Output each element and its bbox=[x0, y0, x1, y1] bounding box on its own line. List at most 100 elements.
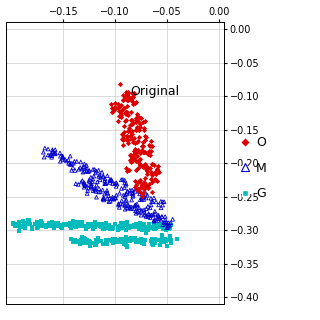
Point bbox=[63, 223, 68, 228]
Point bbox=[134, 112, 140, 117]
Point bbox=[124, 134, 130, 139]
Point bbox=[118, 81, 123, 86]
Point bbox=[69, 161, 74, 166]
Point bbox=[155, 238, 160, 243]
Point bbox=[45, 147, 51, 152]
Point bbox=[151, 221, 156, 226]
Point bbox=[126, 93, 131, 98]
Point bbox=[142, 150, 147, 155]
Point bbox=[153, 236, 158, 242]
Point bbox=[27, 221, 32, 226]
Point bbox=[138, 179, 143, 184]
Point bbox=[94, 182, 99, 188]
Point bbox=[141, 185, 147, 190]
Point bbox=[136, 205, 141, 210]
Point bbox=[141, 125, 147, 131]
Point bbox=[45, 224, 50, 229]
Point bbox=[142, 184, 148, 189]
Point bbox=[158, 225, 164, 230]
Point bbox=[79, 221, 84, 226]
Point bbox=[37, 223, 43, 228]
Point bbox=[108, 237, 113, 242]
Point bbox=[125, 113, 130, 118]
Point bbox=[103, 238, 108, 243]
Point bbox=[160, 199, 165, 204]
Point bbox=[84, 191, 90, 196]
Point bbox=[109, 238, 115, 243]
Point bbox=[129, 121, 134, 126]
Point bbox=[167, 225, 172, 230]
Point bbox=[129, 159, 134, 164]
Point bbox=[133, 116, 139, 121]
Point bbox=[139, 196, 144, 201]
Point bbox=[140, 164, 145, 169]
Point bbox=[168, 240, 173, 245]
Point bbox=[106, 199, 111, 204]
Point bbox=[161, 239, 166, 244]
Point bbox=[82, 182, 87, 187]
Point bbox=[82, 161, 87, 166]
Point bbox=[154, 225, 159, 230]
Point bbox=[145, 214, 150, 220]
Point bbox=[118, 223, 123, 228]
Point bbox=[137, 128, 142, 133]
Point bbox=[136, 138, 141, 143]
Point bbox=[50, 222, 55, 228]
Point bbox=[114, 180, 119, 185]
Point bbox=[164, 225, 169, 230]
Point bbox=[17, 220, 22, 226]
Point bbox=[149, 161, 154, 166]
Point bbox=[60, 154, 65, 159]
Point bbox=[129, 197, 134, 203]
Point bbox=[151, 238, 156, 243]
Point bbox=[87, 168, 92, 173]
Point bbox=[100, 241, 105, 246]
Point bbox=[119, 177, 124, 182]
Point bbox=[39, 221, 44, 226]
Point bbox=[159, 238, 164, 244]
Point bbox=[140, 119, 145, 124]
Point bbox=[135, 148, 140, 153]
Point bbox=[60, 154, 65, 159]
Point bbox=[121, 97, 126, 102]
Point bbox=[147, 152, 152, 157]
Point bbox=[132, 203, 137, 208]
Point bbox=[141, 193, 146, 198]
Point bbox=[132, 156, 137, 161]
Point bbox=[20, 218, 25, 223]
Point bbox=[108, 180, 113, 185]
Point bbox=[160, 226, 165, 231]
Point bbox=[71, 222, 76, 227]
Point bbox=[137, 177, 142, 182]
Point bbox=[126, 224, 131, 229]
Point bbox=[135, 205, 140, 210]
Point bbox=[102, 242, 107, 247]
Point bbox=[57, 150, 62, 156]
Point bbox=[129, 128, 134, 133]
Point bbox=[163, 227, 168, 232]
Point bbox=[145, 172, 150, 177]
Point bbox=[83, 182, 88, 187]
Point bbox=[118, 102, 123, 108]
Point bbox=[118, 226, 123, 231]
Point bbox=[115, 226, 120, 231]
Point bbox=[58, 159, 63, 164]
Point bbox=[152, 217, 157, 222]
Point bbox=[120, 177, 125, 182]
Point bbox=[155, 223, 160, 228]
Point bbox=[169, 223, 174, 228]
Point bbox=[125, 129, 130, 134]
Point bbox=[156, 202, 161, 207]
Point bbox=[96, 189, 101, 195]
Point bbox=[66, 157, 71, 162]
Point bbox=[141, 194, 147, 199]
Point bbox=[142, 138, 148, 143]
Point bbox=[106, 222, 111, 228]
Point bbox=[136, 223, 141, 228]
Point bbox=[118, 114, 123, 119]
Point bbox=[165, 226, 170, 231]
Point bbox=[102, 176, 108, 181]
Point bbox=[153, 227, 158, 232]
Point bbox=[124, 168, 129, 173]
Point bbox=[136, 240, 141, 245]
